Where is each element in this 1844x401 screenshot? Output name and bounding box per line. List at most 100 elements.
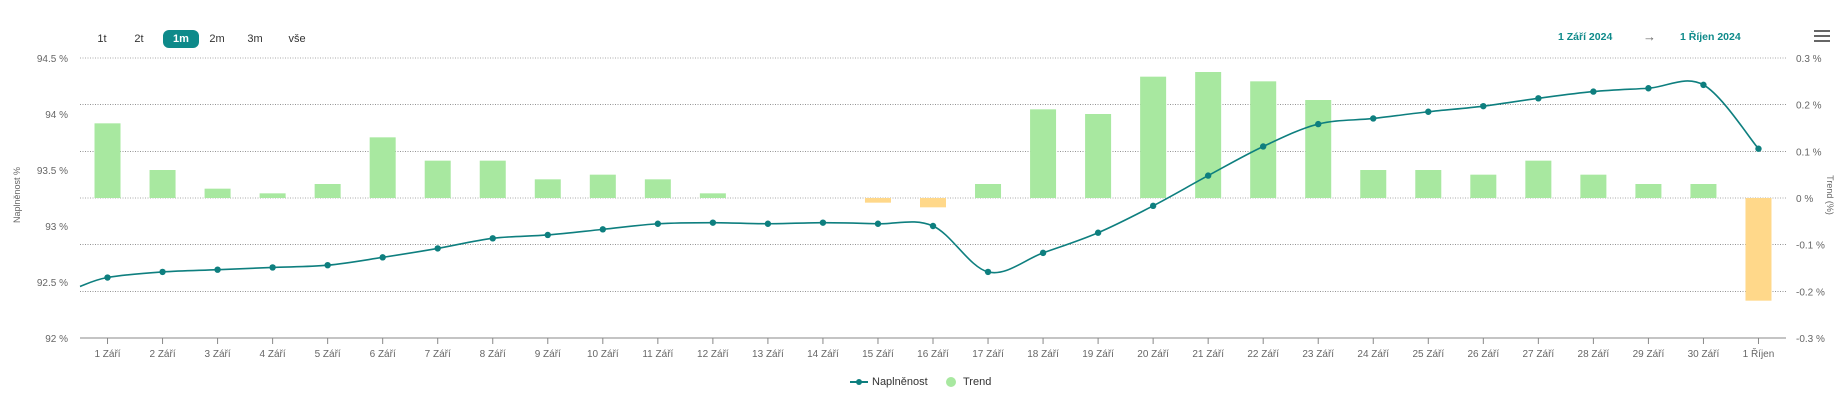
y-left-tick-label: 94 % xyxy=(45,110,68,121)
y-left-axis-title: Naplněnost % xyxy=(12,167,22,223)
trend-bar xyxy=(864,198,891,203)
trend-bar xyxy=(1745,198,1772,301)
naplnenost-point xyxy=(1425,108,1432,115)
x-tick-label: 4 Září xyxy=(260,349,286,360)
trend-bar xyxy=(920,198,946,208)
trend-bar xyxy=(1580,174,1607,198)
trend-bar xyxy=(1525,160,1552,198)
x-tick-label: 24 Září xyxy=(1357,349,1389,360)
naplnenost-point xyxy=(1149,202,1157,210)
x-tick-label: 10 Září xyxy=(587,349,619,360)
legend-label-naplnenost: Naplněnost xyxy=(872,376,928,388)
range-button-all[interactable]: vše xyxy=(288,33,306,45)
naplnenost-point xyxy=(1480,102,1487,110)
range-button-2m[interactable]: 2m xyxy=(209,33,225,45)
naplnenost-point xyxy=(1259,143,1267,150)
naplnenost-point xyxy=(599,226,607,233)
axes: 92 % 92.5 % 93 % 93.5 % 94 % 94.5 % -0.3 % -0.2… xyxy=(37,54,1825,360)
naplnenost-point xyxy=(159,268,166,276)
trend-bar xyxy=(1250,81,1277,198)
x-tick-label: 25 Září xyxy=(1412,349,1444,360)
x-tick-label: 7 Září xyxy=(425,349,451,360)
naplnenost-point xyxy=(544,231,551,239)
x-tick-label: 11 Září xyxy=(642,349,673,360)
y-right-tick-label: 0.2 % xyxy=(1796,101,1822,112)
x-tick-label: 28 Září xyxy=(1578,349,1610,360)
trend-bar xyxy=(699,193,726,198)
naplnenost-point xyxy=(654,220,662,227)
range-button-3m[interactable]: 3m xyxy=(247,33,263,45)
trend-bar xyxy=(94,123,121,198)
legend-line-dot-icon xyxy=(850,379,868,385)
y-left-tick-label: 92 % xyxy=(45,334,68,345)
naplnenost-point xyxy=(104,274,111,281)
naplnenost-line-path xyxy=(79,80,1760,288)
trend-bar xyxy=(1140,76,1167,198)
naplnenost-point xyxy=(434,245,441,252)
trend-bar xyxy=(314,184,341,198)
naplnenost-point xyxy=(1204,172,1212,179)
naplnenost-point xyxy=(1700,81,1707,89)
range-button-2t[interactable]: 2t xyxy=(134,33,144,45)
naplnenost-point xyxy=(1370,115,1377,122)
x-tick-label: 12 Září xyxy=(697,349,729,360)
naplnenost-point xyxy=(874,220,882,227)
trend-bar xyxy=(1470,174,1497,198)
trend-bar xyxy=(1030,109,1057,198)
trend-bar xyxy=(259,193,286,198)
x-tick-label: 18 Září xyxy=(1027,349,1059,360)
y-right-tick-label: 0.1 % xyxy=(1796,147,1822,158)
x-tick-label: 19 Září xyxy=(1082,349,1114,360)
y-right-tick-label: 0 % xyxy=(1796,194,1813,205)
y-left-tick-label: 93 % xyxy=(45,222,68,233)
date-from[interactable]: 1 Září 2024 xyxy=(1558,31,1613,43)
trend-bar xyxy=(1305,100,1332,198)
y-right-tick-label: 0.3 % xyxy=(1796,54,1822,65)
trend-bar xyxy=(534,179,561,198)
date-to[interactable]: 1 Říjen 2024 xyxy=(1680,31,1741,43)
date-range-arrow: → xyxy=(1643,29,1656,44)
x-tick-label: 13 Září xyxy=(752,349,784,360)
x-tick-label: 3 Září xyxy=(205,349,231,360)
legend-item-naplnenost[interactable]: Naplněnost xyxy=(850,376,928,388)
naplnenost-point xyxy=(1535,95,1542,102)
trend-bar xyxy=(479,160,506,198)
x-tick-label: 27 Září xyxy=(1523,349,1555,360)
trend-bar xyxy=(1360,170,1387,198)
trend-bar xyxy=(589,174,616,198)
y-right-tick-label: -0.3 % xyxy=(1796,334,1825,345)
trend-bar xyxy=(644,179,671,198)
naplnenost-point xyxy=(819,219,827,226)
legend-circle-icon xyxy=(946,377,956,387)
legend-item-trend[interactable]: Trend xyxy=(945,376,991,388)
x-tick-label: 20 Září xyxy=(1137,349,1169,360)
y-right-tick-label: -0.1 % xyxy=(1796,241,1825,252)
y-right-tick-label: -0.2 % xyxy=(1796,287,1825,298)
x-tick-label: 1 Říjen xyxy=(1743,347,1775,360)
x-tick-label: 9 Září xyxy=(535,349,561,360)
naplnenost-point xyxy=(764,220,772,227)
x-tick-label: 14 Září xyxy=(807,349,839,360)
trend-bar xyxy=(1415,170,1442,198)
y-left-tick-label: 94.5 % xyxy=(37,54,68,65)
naplnenost-point xyxy=(489,235,496,242)
x-tick-label: 17 Září xyxy=(972,349,1004,360)
range-button-1t[interactable]: 1t xyxy=(97,33,107,45)
trend-bar xyxy=(424,160,451,198)
x-tick-label: 15 Září xyxy=(862,349,894,360)
trend-bar xyxy=(1085,114,1112,198)
trend-bar xyxy=(1195,72,1222,198)
hamburger-menu-icon[interactable] xyxy=(1814,30,1830,44)
y-right-axis-title: Trend (%) xyxy=(1825,175,1835,215)
x-tick-label: 16 Září xyxy=(917,349,949,360)
range-button-1m[interactable]: 1m xyxy=(163,30,199,48)
trend-bar xyxy=(204,188,231,198)
naplnenost-point xyxy=(1039,249,1047,257)
naplnenost-point xyxy=(1315,120,1322,128)
naplnenost-point xyxy=(984,268,992,276)
x-tick-label: 2 Září xyxy=(149,349,175,360)
x-tick-label: 30 Září xyxy=(1688,349,1720,360)
trend-bar xyxy=(149,170,176,198)
x-tick-label: 5 Září xyxy=(315,349,341,360)
